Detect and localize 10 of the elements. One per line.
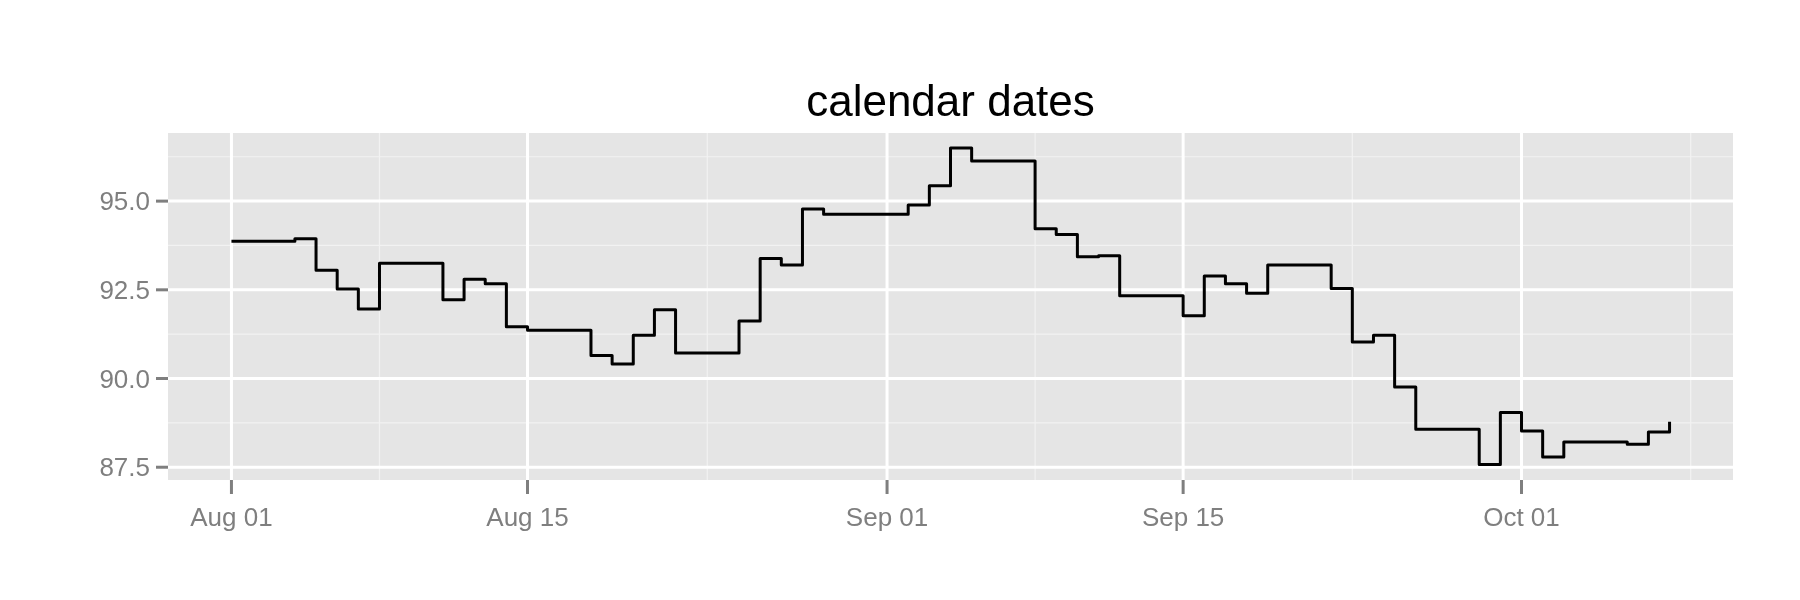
x-tick-label: Aug 15 [486, 502, 569, 533]
x-tick-label: Oct 01 [1483, 502, 1560, 533]
x-tick-label: Aug 01 [190, 502, 273, 533]
y-tick-label: 95.0 [99, 186, 150, 217]
y-tick-label: 90.0 [99, 363, 150, 394]
x-tick-label: Sep 01 [845, 502, 929, 533]
x-tick-label: Sep 15 [1141, 502, 1225, 533]
y-tick-label: 87.5 [99, 452, 150, 483]
y-tick-label: 92.5 [99, 275, 150, 306]
chart-title: calendar dates [805, 76, 1096, 126]
